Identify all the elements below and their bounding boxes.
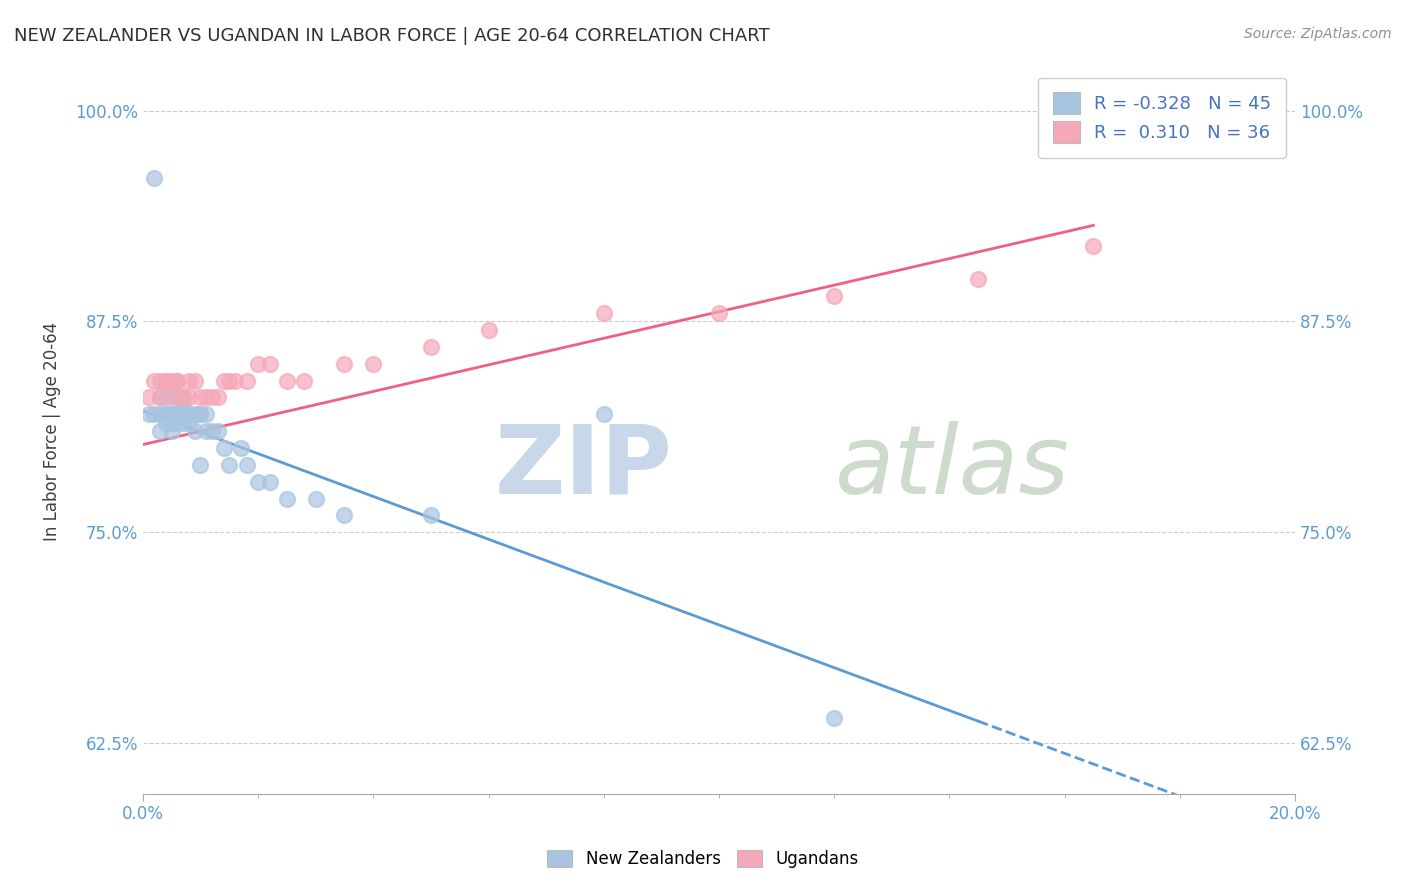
Point	[166, 374, 188, 388]
Point	[190, 458, 212, 472]
Point	[305, 491, 328, 506]
Point	[138, 407, 160, 421]
Point	[172, 390, 194, 404]
Point	[155, 390, 177, 404]
Point	[155, 374, 177, 388]
Point	[207, 424, 229, 438]
Point	[149, 390, 172, 404]
Point	[177, 407, 200, 421]
Point	[190, 407, 212, 421]
Point	[218, 458, 240, 472]
Point	[218, 374, 240, 388]
Point	[143, 374, 166, 388]
Point	[235, 458, 257, 472]
Point	[160, 424, 183, 438]
Point	[201, 424, 224, 438]
Text: ZIP: ZIP	[495, 421, 673, 514]
Point	[247, 357, 270, 371]
Legend: R = -0.328   N = 45, R =  0.310   N = 36: R = -0.328 N = 45, R = 0.310 N = 36	[1039, 78, 1286, 158]
Point	[212, 441, 235, 455]
Point	[333, 508, 356, 523]
Point	[166, 374, 188, 388]
Point	[477, 323, 499, 337]
Point	[143, 407, 166, 421]
Point	[172, 390, 194, 404]
Point	[166, 390, 188, 404]
Point	[259, 357, 281, 371]
Point	[276, 374, 298, 388]
Point	[160, 407, 183, 421]
Text: atlas: atlas	[834, 421, 1069, 514]
Text: Source: ZipAtlas.com: Source: ZipAtlas.com	[1244, 27, 1392, 41]
Point	[183, 407, 205, 421]
Point	[276, 491, 298, 506]
Point	[172, 416, 194, 430]
Point	[195, 407, 218, 421]
Point	[195, 424, 218, 438]
Point	[149, 374, 172, 388]
Point	[149, 390, 172, 404]
Point	[183, 424, 205, 438]
Point	[172, 390, 194, 404]
Y-axis label: In Labor Force | Age 20-64: In Labor Force | Age 20-64	[44, 321, 60, 541]
Point	[224, 374, 246, 388]
Point	[190, 407, 212, 421]
Point	[143, 171, 166, 186]
Point	[212, 374, 235, 388]
Point	[292, 374, 315, 388]
Point	[247, 475, 270, 489]
Point	[160, 416, 183, 430]
Legend: New Zealanders, Ugandans: New Zealanders, Ugandans	[540, 843, 866, 875]
Point	[138, 390, 160, 404]
Point	[235, 374, 257, 388]
Point	[259, 475, 281, 489]
Point	[177, 416, 200, 430]
Point	[1083, 238, 1105, 252]
Point	[201, 390, 224, 404]
Point	[177, 374, 200, 388]
Point	[195, 390, 218, 404]
Point	[166, 407, 188, 421]
Point	[967, 272, 990, 286]
Point	[172, 399, 194, 413]
Point	[823, 289, 845, 303]
Point	[149, 424, 172, 438]
Point	[177, 390, 200, 404]
Point	[155, 407, 177, 421]
Point	[419, 340, 441, 354]
Point	[155, 374, 177, 388]
Point	[160, 407, 183, 421]
Point	[172, 407, 194, 421]
Point	[166, 416, 188, 430]
Point	[707, 306, 730, 320]
Point	[229, 441, 252, 455]
Point	[190, 390, 212, 404]
Point	[149, 407, 172, 421]
Point	[363, 357, 385, 371]
Point	[592, 306, 614, 320]
Point	[160, 390, 183, 404]
Point	[160, 374, 183, 388]
Point	[592, 407, 614, 421]
Point	[183, 374, 205, 388]
Point	[419, 508, 441, 523]
Point	[207, 390, 229, 404]
Point	[166, 407, 188, 421]
Point	[155, 407, 177, 421]
Text: NEW ZEALANDER VS UGANDAN IN LABOR FORCE | AGE 20-64 CORRELATION CHART: NEW ZEALANDER VS UGANDAN IN LABOR FORCE …	[14, 27, 769, 45]
Point	[823, 711, 845, 725]
Point	[333, 357, 356, 371]
Point	[155, 416, 177, 430]
